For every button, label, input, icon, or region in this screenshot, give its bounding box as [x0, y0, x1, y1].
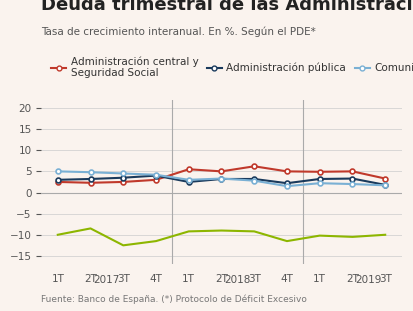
Text: Tasa de crecimiento interanual. En %. Según el PDE*: Tasa de crecimiento interanual. En %. Se…: [41, 26, 316, 37]
Text: 2018: 2018: [224, 275, 250, 285]
Legend: Administración central y
Seguridad Social, Administración pública, Comunidade: Administración central y Seguridad Socia…: [47, 52, 413, 82]
Text: Deuda trimestral de las Administraciones públicas: Deuda trimestral de las Administraciones…: [41, 0, 413, 14]
Text: Fuente: Banco de España. (*) Protocolo de Déficit Excesivo: Fuente: Banco de España. (*) Protocolo d…: [41, 294, 306, 304]
Text: 2017: 2017: [93, 275, 120, 285]
Text: 2019: 2019: [355, 275, 381, 285]
